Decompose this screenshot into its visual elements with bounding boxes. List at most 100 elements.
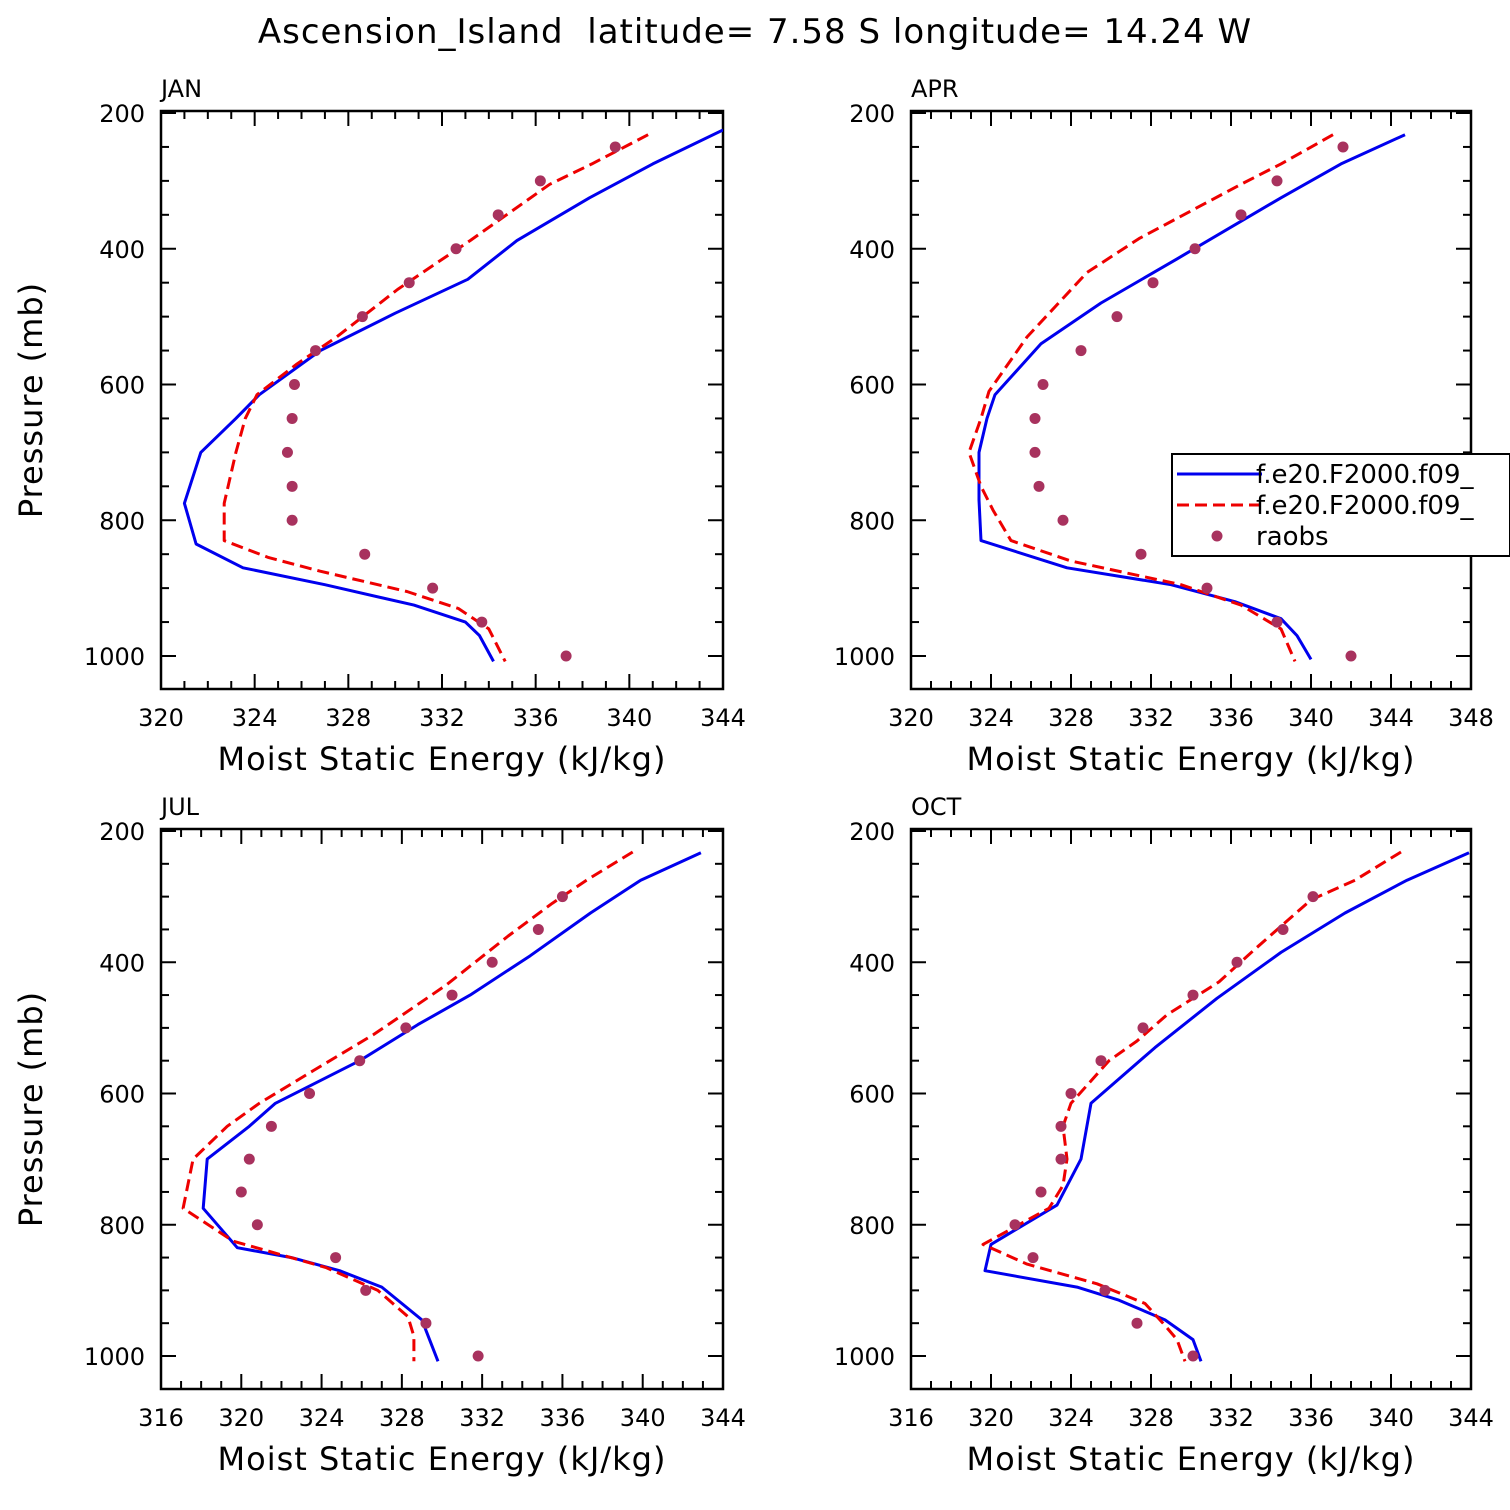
raobs-point (532, 923, 544, 935)
y-axis-label: Pressure (mb) (12, 991, 50, 1227)
x-tick-label: 336 (1208, 704, 1254, 732)
raobs-point (1137, 1022, 1149, 1034)
x-tick-label: 332 (419, 704, 465, 732)
x-tick-label: 340 (1368, 1404, 1414, 1432)
y-tick-label: 600 (99, 1081, 145, 1109)
raobs-point (265, 1120, 277, 1132)
raobs-point (354, 1055, 366, 1067)
y-axis-label: Pressure (mb) (12, 282, 50, 518)
plot-area (182, 128, 723, 663)
legend: f.e20.F2000.f09_f.e20.F2000.f09_raobs (1171, 453, 1510, 557)
raobs-point (1055, 1153, 1067, 1165)
chart-title: Ascension_Island latitude= 7.58 S longit… (257, 12, 1253, 52)
raobs-point (556, 891, 568, 903)
legend-label: f.e20.F2000.f09_ (1256, 491, 1474, 521)
raobs-point (476, 616, 488, 628)
x-tick-label: 344 (700, 704, 746, 732)
x-tick-label: 324 (299, 1404, 345, 1432)
raobs-point (1187, 1350, 1199, 1362)
raobs-point (1189, 243, 1201, 255)
raobs-point (400, 1022, 412, 1034)
y-tick-label: 800 (99, 1212, 145, 1240)
raobs-point (1065, 1088, 1077, 1099)
raobs-point (243, 1153, 255, 1165)
x-tick-label: 316 (888, 1404, 934, 1432)
raobs-point (1271, 175, 1283, 187)
raobs-point (560, 650, 572, 662)
raobs-point (1099, 1284, 1111, 1296)
x-axis-label: Moist Static Energy (kJ/kg) (967, 740, 1416, 778)
raobs-point (235, 1186, 247, 1198)
raobs-point (427, 582, 439, 594)
raobs-point (1187, 989, 1199, 1001)
x-tick-label: 344 (1368, 704, 1414, 732)
plot-area (181, 850, 702, 1362)
raobs-point (1135, 548, 1147, 560)
series-line-dashed (222, 133, 649, 663)
y-tick-label: 800 (849, 1212, 895, 1240)
raobs-point (1201, 582, 1213, 594)
y-tick-label: 600 (849, 1081, 895, 1109)
raobs-point (1147, 277, 1159, 289)
panel-apr: 320 324 328 332 336 340 344 348 200 400 600 800 1000… (834, 75, 1494, 778)
raobs-point (1307, 891, 1319, 903)
raobs-point (1345, 650, 1357, 662)
x-tick-label: 324 (968, 704, 1014, 732)
panel-label: APR (911, 75, 959, 103)
series-line-solid (983, 851, 1470, 1362)
raobs-point (1235, 209, 1247, 221)
x-tick-label: 340 (606, 704, 652, 732)
x-tick-label: 328 (325, 704, 371, 732)
x-tick-label: 328 (1048, 704, 1094, 732)
raobs-point (492, 209, 504, 221)
raobs-point (534, 175, 546, 187)
panel-oct: 316 320 324 328 332 336 340 344 200 400 600 800 1000… (834, 793, 1494, 1478)
y-tick-label: 200 (849, 100, 895, 128)
x-tick-label: 336 (540, 1404, 586, 1432)
raobs-point (446, 989, 458, 1001)
raobs-point (304, 1088, 316, 1099)
raobs-point (486, 956, 498, 968)
series-line-dashed (981, 850, 1402, 1362)
raobs-point (251, 1219, 263, 1231)
raobs-point (1095, 1055, 1107, 1067)
raobs-point (359, 548, 371, 560)
raobs-point (310, 345, 322, 357)
raobs-point (1057, 514, 1069, 526)
legend-label: f.e20.F2000.f09_ (1256, 460, 1474, 490)
plot-frame (909, 109, 1473, 691)
raobs-point (1029, 446, 1041, 458)
x-tick-label: 332 (1208, 1404, 1254, 1432)
raobs-point (450, 243, 462, 255)
raobs-point (1029, 412, 1041, 424)
legend-marker-raobs (1211, 530, 1223, 542)
panel-label: OCT (911, 793, 962, 821)
y-tick-label: 400 (99, 949, 145, 977)
raobs-point (356, 311, 368, 323)
y-tick-label: 800 (849, 507, 895, 535)
x-tick-label: 332 (1128, 704, 1174, 732)
x-tick-label: 348 (1448, 704, 1494, 732)
panel-jan: 320 324 328 332 336 340 344 200 400 600 800 1000 JAN… (12, 75, 746, 778)
y-tick-label: 200 (849, 818, 895, 846)
panel-label: JAN (159, 75, 202, 103)
y-tick-label: 1000 (834, 1343, 895, 1371)
plot-area (981, 850, 1470, 1362)
raobs-point (1271, 616, 1283, 628)
y-tick-label: 800 (99, 507, 145, 535)
x-tick-label: 320 (138, 704, 184, 732)
y-tick-label: 600 (849, 372, 895, 400)
series-line-solid (201, 851, 702, 1362)
x-tick-label: 340 (620, 1404, 666, 1432)
raobs-point (1035, 1186, 1047, 1198)
raobs-point (1337, 141, 1349, 153)
series-line-dashed (967, 133, 1334, 662)
x-tick-label: 316 (138, 1404, 184, 1432)
x-tick-label: 324 (232, 704, 278, 732)
raobs-point (1231, 956, 1243, 968)
x-tick-label: 340 (1288, 704, 1334, 732)
y-tick-label: 1000 (834, 643, 895, 671)
panel-label: JUL (159, 793, 200, 821)
raobs-point (1033, 480, 1045, 492)
